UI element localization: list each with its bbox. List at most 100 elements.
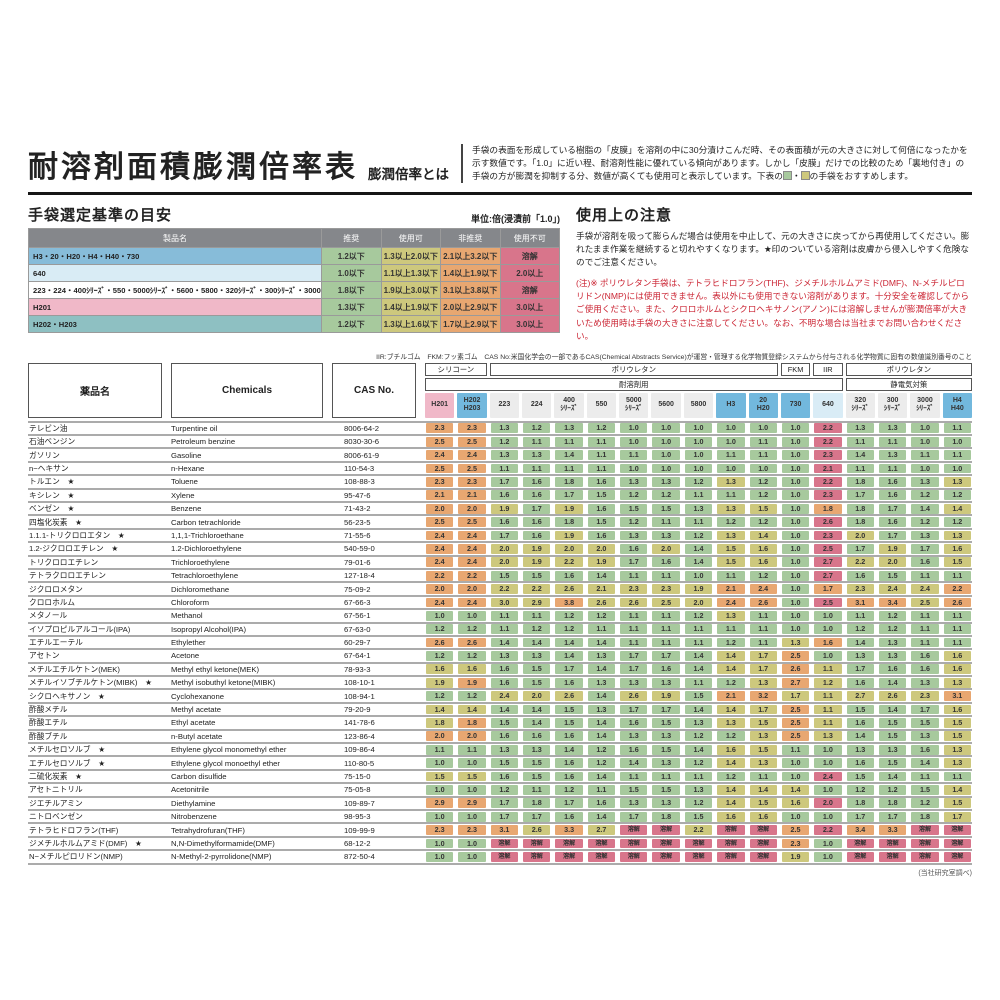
ratio-cell: 1.3: [717, 530, 745, 541]
column-header: 5800: [683, 392, 714, 418]
ratio-cell: 1.1: [749, 610, 777, 621]
ratio-cell: 2.4: [458, 530, 486, 541]
column-header: 300 ｼﾘｰｽﾞ: [877, 392, 908, 418]
ratio-cell: 1.4: [717, 758, 745, 768]
ratio-cell: 1.6: [490, 731, 519, 742]
table-row: ベンゼン ★ Benzene 71-43-2 2.0 2.0 1.9 1.7 1.9 1.6 1.…: [28, 503, 972, 517]
ratio-cell: 1.3: [652, 798, 680, 809]
description-text-2: の手袋をおすすめします。: [809, 171, 914, 182]
ratio-cell: 2.4: [911, 584, 939, 594]
ratio-cell: 1.8: [555, 517, 583, 527]
ratio-cell: 1.0: [781, 517, 810, 527]
ratio-cell: 2.2: [426, 570, 454, 581]
ratio-cell: 2.2: [814, 825, 842, 835]
cas-number: 109-86-4: [344, 745, 375, 755]
cas-number: 109-89-7: [344, 798, 375, 808]
ratio-cell: 2.4: [878, 584, 907, 594]
chemical-name-ja: トルエン ★: [29, 477, 75, 487]
ratio-cell: 1.7: [490, 811, 519, 822]
ratio-cell: 1.1: [587, 436, 616, 447]
table-row: 1.2-ジクロロエチレン ★ 1.2-Dichloroethylene 540-59…: [28, 543, 972, 557]
ratio-cell: 1.3: [911, 477, 939, 487]
chemical-name-en: Carbon disulfide: [171, 771, 227, 781]
ratio-cell: 溶解: [587, 838, 616, 849]
chemical-name-ja: 酢酸ブチル: [29, 731, 68, 741]
ratio-cell: 1.0: [781, 557, 810, 568]
cas-number: 60-29-7: [344, 638, 371, 648]
ratio-cell: 1.1: [555, 436, 583, 447]
criteria-value: 2.1以上3.2以下: [441, 248, 500, 265]
ratio-cell: 1.4: [555, 744, 583, 755]
ratio-cell: 1.6: [523, 517, 551, 527]
matrix-left-header: CAS No.: [332, 362, 416, 418]
ratio-cell: 2.1: [717, 691, 745, 702]
ratio-cell: 1.4: [490, 637, 519, 648]
ratio-cell: 1.1: [523, 610, 551, 621]
ratio-cell: 1.6: [523, 530, 551, 541]
ratio-cell: 1.6: [587, 477, 616, 487]
ratio-cell: 2.0: [490, 557, 519, 568]
chemical-name-ja: メチルエチルケトン(MEK): [29, 664, 120, 674]
chemical-name-en: Diethylamine: [171, 798, 216, 808]
ratio-cell: 1.0: [717, 436, 745, 447]
description-text-1: 手袋の表面を形成している樹脂の「皮膜」を溶剤の中に30分漬けこんだ時、その表面積…: [472, 145, 968, 182]
ratio-cell: 1.2: [878, 784, 907, 795]
ratio-cell: 1.0: [814, 744, 842, 755]
chemical-name-ja: メチルイソブチルケトン(MIBK) ★: [29, 678, 153, 688]
table-row: テレビン油 Turpentine oil 8006-64-2 2.3 2.3 1.3 1.2…: [28, 423, 972, 437]
ratio-cell: 1.6: [490, 490, 519, 501]
ratio-cell: 1.1: [717, 490, 745, 501]
ratio-cell: 1.1: [684, 490, 713, 501]
column-header: H3: [716, 392, 746, 418]
ratio-cell: 1.4: [943, 503, 971, 514]
ratio-cell: 1.0: [781, 811, 810, 822]
ratio-cell: 1.5: [943, 718, 971, 728]
criteria-heading-row: 手袋選定基準の目安 単位:倍(浸漬前「1.0」): [28, 204, 560, 225]
ratio-cell: 1.0: [781, 624, 810, 635]
ratio-cell: 2.2: [458, 570, 486, 581]
ratio-cell: 2.1: [717, 584, 745, 594]
page-title: 耐溶剤面積膨潤倍率表: [28, 151, 358, 185]
ratio-cell: 1.1: [684, 637, 713, 648]
ratio-cell: 1.2: [620, 517, 648, 527]
ratio-cell: 1.6: [878, 664, 907, 675]
chemical-name-en: N,N-Dimethylformamide(DMF): [171, 838, 275, 848]
ratio-cell: 1.8: [523, 798, 551, 809]
criteria-product-name: 223・224・400ｼﾘｰｽﾞ・550・5000ｼﾘｰｽﾞ・5600・5800…: [29, 282, 321, 299]
table-row: ジクロロメタン Dichloromethane 75-09-2 2.0 2.0 2.2 2.…: [28, 583, 972, 597]
ratio-cell: 1.0: [781, 503, 810, 514]
table-row: トリクロロエチレン Trichloroethylene 79-01-6 2.4 2.4 2…: [28, 557, 972, 570]
ratio-cell: 1.2: [911, 517, 939, 527]
ratio-cell: 1.3: [943, 477, 971, 487]
ratio-cell: 1.7: [620, 557, 648, 568]
ratio-cell: 1.6: [717, 744, 745, 755]
ratio-cell: 1.4: [911, 758, 939, 768]
ratio-cell: 1.3: [749, 677, 777, 688]
ratio-cell: 1.5: [846, 771, 874, 782]
ratio-cell: 1.1: [523, 463, 551, 474]
cas-number: 79-20-9: [344, 705, 371, 715]
table-row: 酢酸エチル Ethyl acetate 141-78-6 1.8 1.8 1.5 1.4 1.…: [28, 717, 972, 731]
ratio-cell: 1.6: [523, 477, 551, 487]
ratio-cell: 1.9: [490, 503, 519, 514]
chemical-name-en: Gasoline: [171, 450, 202, 460]
ratio-cell: 1.4: [684, 557, 713, 568]
ratio-cell: 1.1: [620, 610, 648, 621]
table-row: クロロホルム Chloroform 67-66-3 2.4 2.4 3.0 2.9 3.8 2.…: [28, 597, 972, 611]
ratio-cell: 2.4: [458, 597, 486, 608]
ratio-cell: 1.4: [911, 503, 939, 514]
criteria-value: 1.0以下: [322, 265, 381, 282]
ratio-cell: 1.8: [814, 503, 842, 514]
chemical-name-en: Cyclohexanone: [171, 691, 224, 701]
chemical-name-ja: メチルセロソルブ ★: [29, 745, 106, 755]
chemical-name-en: n-Butyl acetate: [171, 731, 223, 741]
chemical-name-en: Methyl ethyl ketone(MEK): [171, 664, 260, 674]
criteria-product-name: H202・H203: [29, 316, 321, 333]
matrix-header: 薬品名 Chemicals CAS No. シリコーン ポリウレタン FKM IIR ポリウレ…: [28, 362, 972, 418]
ratio-cell: 2.5: [426, 517, 454, 527]
ratio-cell: 1.7: [523, 811, 551, 822]
material-band: IIR: [813, 362, 843, 376]
table-row: アセトン Acetone 67-64-1 1.2 1.2 1.3 1.3 1.4 1.3 1.7 1…: [28, 650, 972, 664]
chemical-name-en: Chloroform: [171, 597, 210, 607]
chemical-name-ja: ジクロロメタン: [29, 584, 83, 594]
